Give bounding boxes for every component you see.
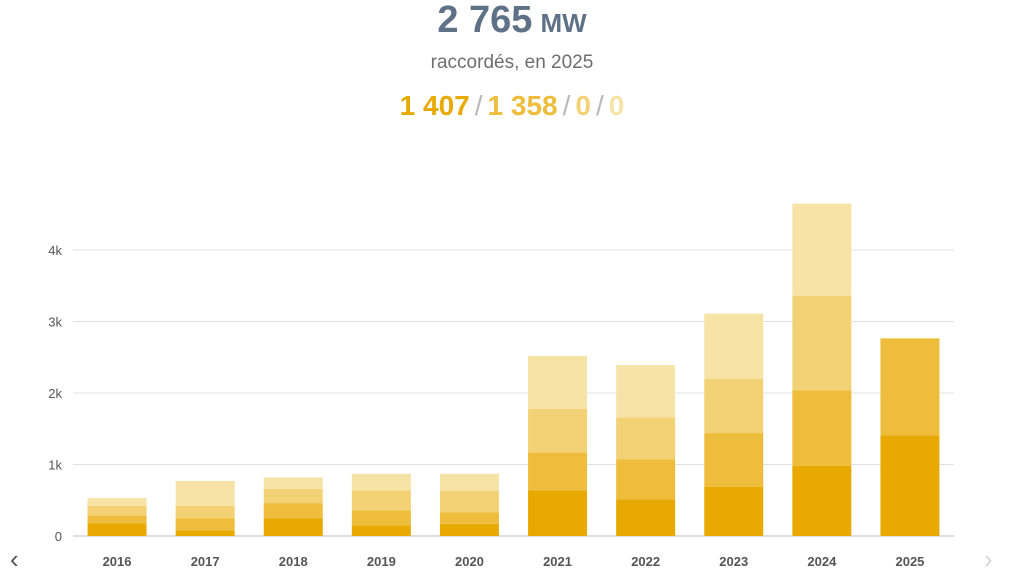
bar-segment[interactable] [528, 355, 588, 409]
breakdown-value-4: 0 [608, 90, 625, 121]
subtitle: raccordés, en 2025 [430, 52, 594, 73]
y-tick-label: 0 [55, 529, 62, 544]
breakdown-value-2: 1 358 [487, 90, 558, 121]
breakdown-value-3: 0 [575, 90, 591, 121]
bar-segment[interactable] [439, 490, 499, 513]
bar-segment[interactable] [87, 523, 147, 536]
bar-segment[interactable] [792, 295, 852, 391]
x-tick-label: 2020 [455, 554, 484, 569]
bar-segment[interactable] [439, 523, 499, 536]
total-value: 2 765 [437, 0, 533, 41]
bar-segment[interactable] [616, 499, 676, 536]
bar-segment[interactable] [439, 512, 499, 524]
bar-segment[interactable] [175, 530, 235, 536]
bar-segment[interactable] [528, 490, 588, 536]
bar-segment[interactable] [263, 518, 323, 536]
bar-segment[interactable] [175, 480, 235, 506]
bar-segment[interactable] [263, 488, 323, 504]
x-tick-label: 2021 [543, 554, 572, 569]
x-tick-label: 2016 [103, 554, 132, 569]
x-tick-label: 2023 [719, 554, 748, 569]
bar-segment[interactable] [351, 510, 411, 526]
bar-segment[interactable] [351, 473, 411, 491]
bar-segment[interactable] [616, 459, 676, 500]
bar-segment[interactable] [263, 477, 323, 489]
bar-segment[interactable] [528, 408, 588, 453]
total-power: 2 765 MW [0, 0, 1024, 40]
y-tick-label: 4k [48, 243, 62, 258]
bar-segment[interactable] [792, 465, 852, 536]
bar-segment[interactable] [351, 490, 411, 511]
bar-segment[interactable] [704, 378, 764, 434]
y-tick-label: 2k [48, 386, 62, 401]
bar-segment[interactable] [87, 498, 147, 506]
bar-segment[interactable] [87, 515, 147, 524]
x-tick-label: 2018 [279, 554, 308, 569]
x-tick-label: 2022 [631, 554, 660, 569]
total-unit: MW [540, 8, 587, 38]
breakdown-separator: / [474, 90, 483, 121]
breakdown-separator: / [562, 90, 571, 121]
breakdown-value-1: 1 407 [399, 90, 470, 121]
y-tick-label: 3k [48, 315, 62, 330]
x-tick-label: 2017 [191, 554, 220, 569]
y-tick-label: 1k [48, 458, 62, 473]
bar-segment[interactable] [880, 338, 940, 436]
bar-segment[interactable] [792, 390, 852, 466]
x-tick-label: 2025 [895, 554, 924, 569]
bar-segment[interactable] [704, 313, 764, 379]
bar-segment[interactable] [175, 518, 235, 531]
chevron-right-icon[interactable]: › [984, 544, 993, 574]
breakdown-separator: / [595, 90, 604, 121]
x-tick-label: 2019 [367, 554, 396, 569]
chart-header: 2 765 MW raccordés, en 2025 1 407/1 358/0… [0, 0, 1024, 122]
bar-segment[interactable] [175, 505, 235, 519]
bar-segment[interactable] [87, 505, 147, 516]
x-tick-label: 2024 [807, 554, 837, 569]
bar-segment[interactable] [704, 486, 764, 536]
bar-segment[interactable] [263, 503, 323, 519]
breakdown: 1 407/1 358/0/0 [0, 90, 1024, 122]
bar-segment[interactable] [880, 435, 940, 536]
chevron-left-icon[interactable]: ‹ [10, 544, 19, 574]
bar-segment[interactable] [439, 473, 499, 491]
bar-segment[interactable] [704, 433, 764, 487]
bar-segment[interactable] [351, 525, 411, 536]
bar-segment[interactable] [528, 452, 588, 491]
bar-segment[interactable] [616, 417, 676, 460]
bar-segment[interactable] [616, 365, 676, 418]
bar-segment[interactable] [792, 203, 852, 296]
